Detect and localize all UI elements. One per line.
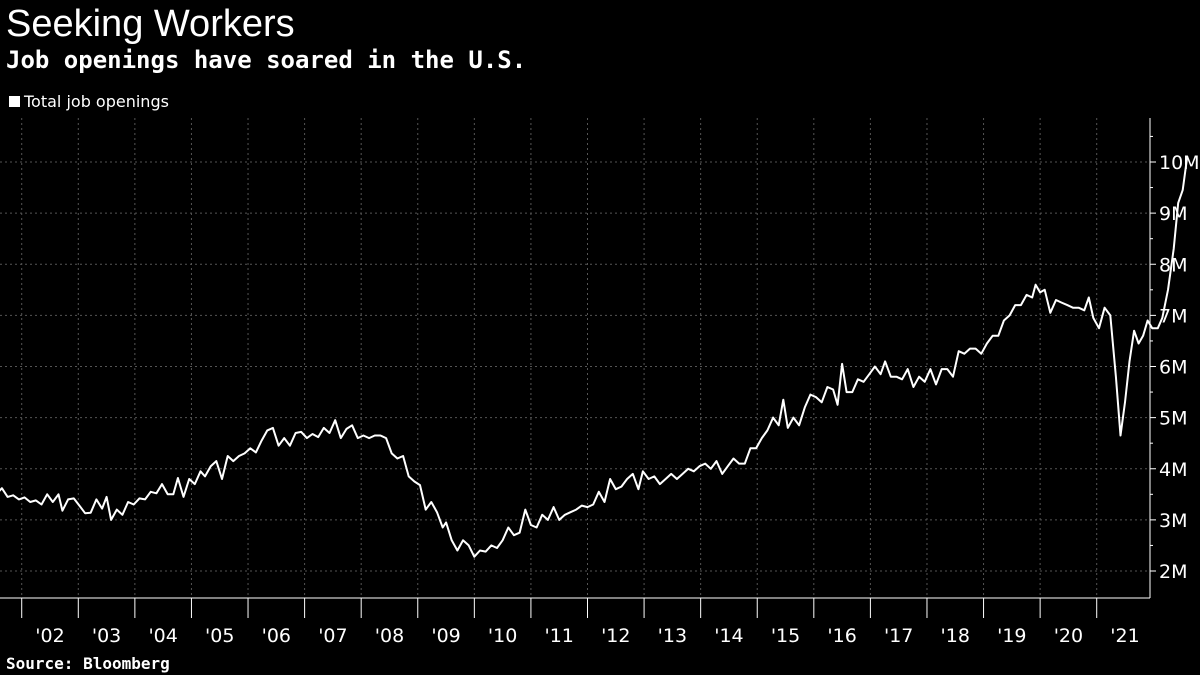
x-tick-label: '10	[488, 625, 517, 647]
x-tick-label: '08	[375, 625, 404, 647]
source-note: Source: Bloomberg	[6, 654, 170, 673]
x-tick-label: '07	[318, 625, 347, 647]
x-tick-label: '18	[941, 625, 970, 647]
chart-title: Seeking Workers	[6, 3, 295, 45]
y-tick-label: 10M	[1159, 152, 1200, 174]
x-tick-label: '12	[601, 625, 630, 647]
x-tick-label: '20	[1054, 625, 1083, 647]
x-tick-label: '11	[545, 625, 574, 647]
series-lines	[0, 155, 1189, 558]
x-tick-label: '02	[35, 625, 64, 647]
y-tick-label: 9M	[1159, 203, 1187, 225]
y-tick-label: 7M	[1159, 305, 1187, 327]
tick-labels: 2M 3M 4M 5M 6M 7M 8M 9M 10M '02 '03 '04 '05 '06 '07 '08…	[35, 152, 1199, 647]
chart-subtitle: Job openings have soared in the U.S.	[6, 46, 527, 74]
y-tick-label: 4M	[1159, 459, 1187, 481]
y-tick-label: 2M	[1159, 561, 1187, 583]
x-tick-label: '17	[884, 625, 913, 647]
x-tick-label: '09	[431, 625, 460, 647]
x-tick-label: '03	[92, 625, 121, 647]
y-tick-label: 3M	[1159, 510, 1187, 532]
y-tick-label: 8M	[1159, 254, 1187, 276]
legend: Total job openings	[9, 90, 169, 112]
legend-label-total-job-openings: Total job openings	[24, 91, 169, 111]
legend-swatch-total-job-openings	[9, 95, 20, 107]
x-tick-label: '05	[205, 625, 234, 647]
x-tick-label: '06	[262, 625, 291, 647]
y-tick-label: 5M	[1159, 408, 1187, 430]
x-tick-label: '19	[997, 625, 1026, 647]
grid-lines	[0, 118, 1150, 598]
series-line-0	[0, 155, 1189, 558]
y-tick-label: 6M	[1159, 357, 1187, 379]
x-tick-label: '14	[714, 625, 743, 647]
x-tick-label: '16	[827, 625, 856, 647]
x-tick-label: '13	[658, 625, 687, 647]
x-tick-label: '21	[1110, 625, 1139, 647]
axes	[0, 118, 1156, 618]
x-tick-label: '15	[771, 625, 800, 647]
x-tick-label: '04	[148, 625, 177, 647]
